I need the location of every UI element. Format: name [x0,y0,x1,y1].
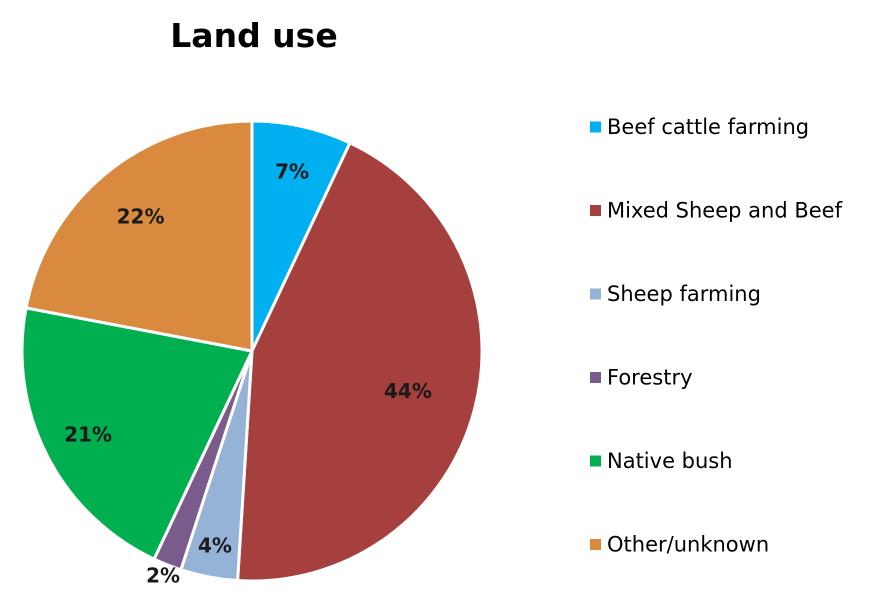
legend-swatch-other-unknown [590,539,601,550]
chart-title: Land use [170,16,337,55]
legend-swatch-native-bush [590,455,601,467]
data-label-sheep-farming: 4% [198,533,232,557]
legend-label-forestry: Forestry [607,366,693,390]
pie-slice-other-unknown [24,119,254,353]
data-label-mixed-sheep-and-beef: 44% [384,379,432,403]
legend-label-native-bush: Native bush [607,449,733,473]
pie-slices [20,119,484,583]
legend-swatch-forestry [590,372,601,383]
legend-swatch-mixed-sheep-and-beef [590,205,601,216]
legend-label-sheep-farming: Sheep farming [607,282,761,306]
legend-swatch-beef-cattle-farming [590,121,601,133]
pie-slice-mixed-sheep-and-beef [236,141,484,583]
pie-slice-native-bush [20,306,254,561]
pie-data-labels: 7% 44% 4% 2% 21% 22% [64,159,432,587]
pie-slice-beef-cattle-farming [250,119,352,353]
data-label-other-unknown: 22% [117,204,165,228]
legend-label-beef-cattle-farming: Beef cattle farming [607,115,809,139]
data-label-beef-cattle-farming: 7% [275,159,309,183]
legend-label-other-unknown: Other/unknown [607,533,769,557]
legend: Beef cattle farming Mixed Sheep and Beef S… [590,115,843,557]
data-label-native-bush: 21% [64,423,112,447]
legend-swatch-sheep-farming [590,288,601,300]
data-label-forestry: 2% [146,564,180,588]
legend-label-mixed-sheep-and-beef: Mixed Sheep and Beef [607,199,843,223]
